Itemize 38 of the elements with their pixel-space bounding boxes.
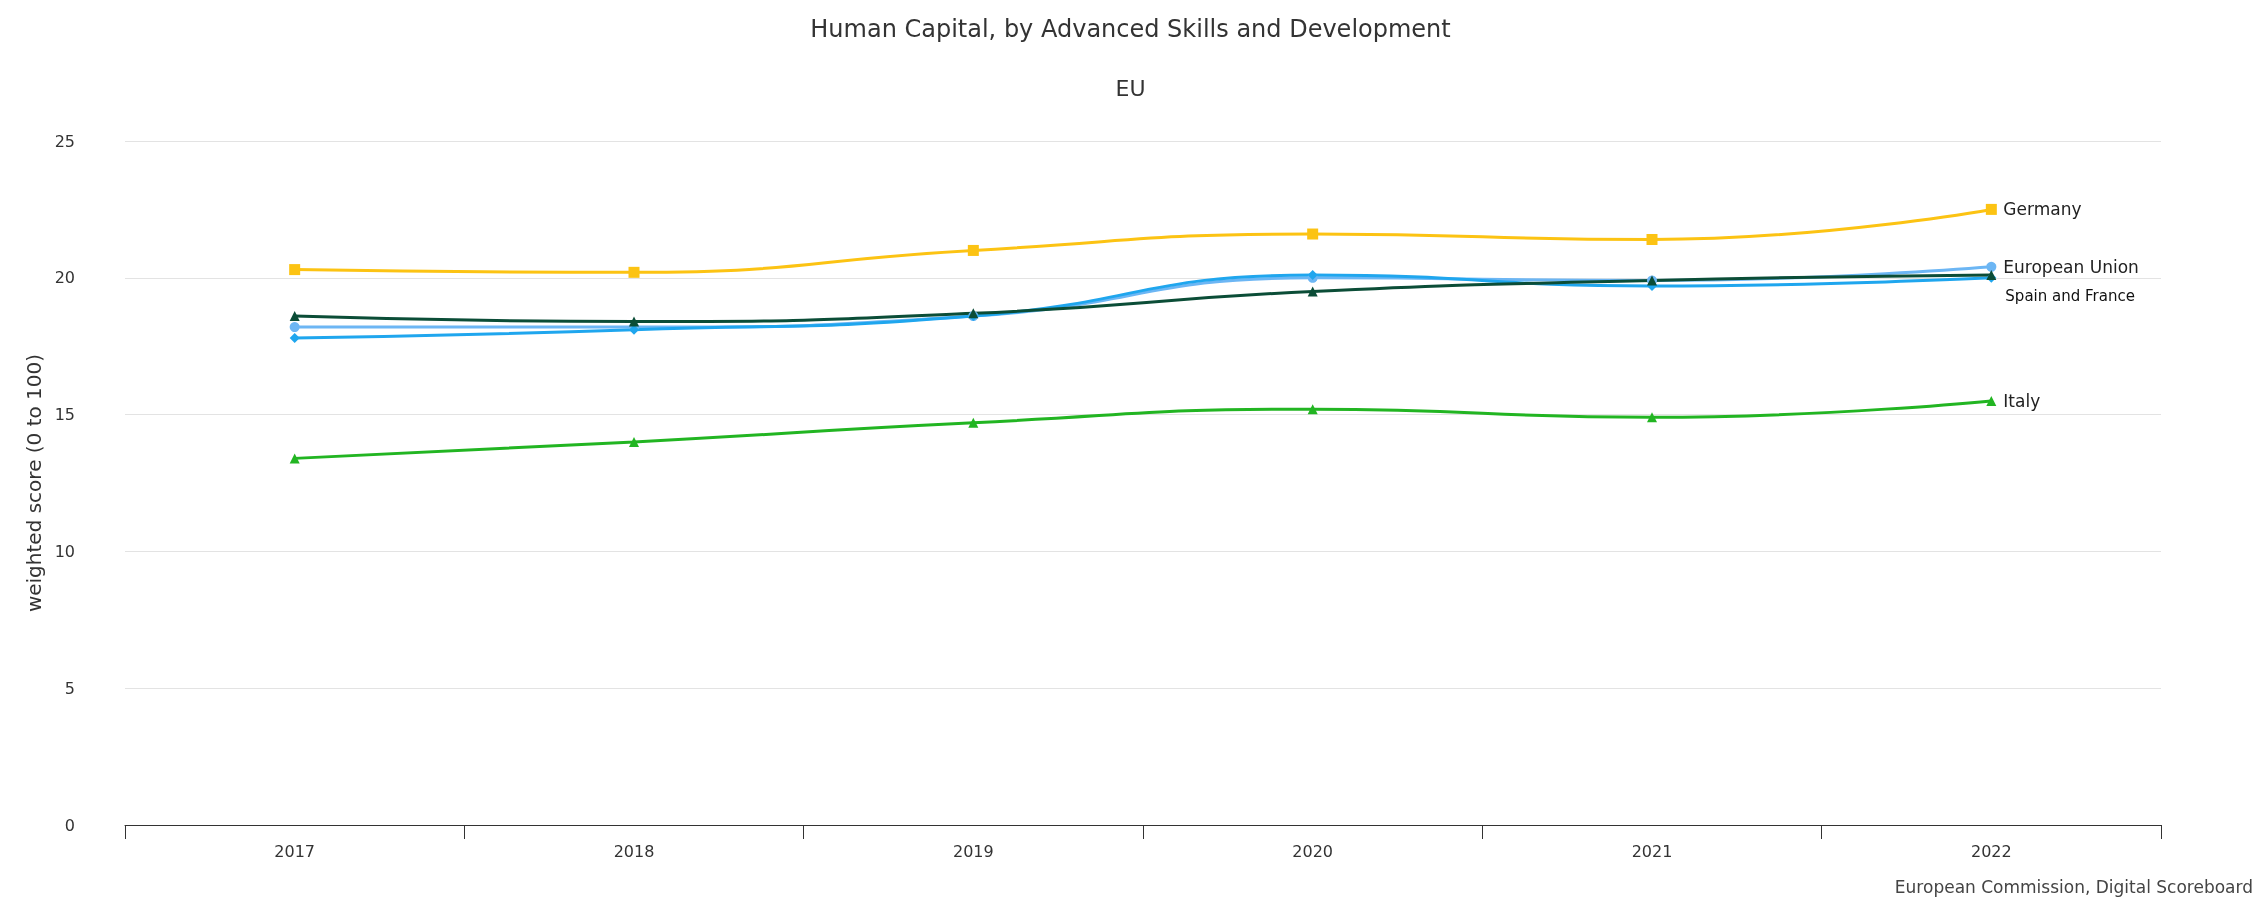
x-tick-label: 2022 — [1970, 841, 2012, 861]
point — [1986, 395, 1997, 406]
series-label: Italy — [2003, 390, 2041, 411]
y-tick-label: 20 — [54, 268, 75, 288]
point — [1307, 228, 1319, 240]
point — [289, 322, 300, 333]
y-tick-label: 15 — [54, 405, 75, 425]
point — [629, 316, 639, 327]
point — [1646, 234, 1658, 245]
chart-subtitle: EU — [1115, 75, 1146, 101]
point — [289, 311, 300, 322]
y-tick-label: 0 — [64, 815, 75, 835]
text: European Commission, Digital Scoreboard — [1894, 876, 2253, 897]
x-tick-label: 2017 — [274, 841, 316, 861]
point — [289, 332, 300, 343]
annotation: Spain and France — [2005, 286, 2135, 305]
y-tick-label: 25 — [54, 131, 75, 151]
chart-title: Human Capital, by Advanced Skills and Development — [810, 15, 1451, 43]
point — [967, 244, 979, 256]
series-label: European Union — [2003, 256, 2139, 277]
x-tick-label: 2018 — [613, 841, 655, 861]
point — [1647, 412, 1657, 423]
y-axis-title: weighted score (0 to 100) — [21, 353, 46, 613]
point — [629, 436, 639, 447]
point — [1986, 261, 1997, 272]
point — [289, 264, 301, 276]
x-tick-label: 2020 — [1292, 841, 1334, 861]
y-tick-label: 10 — [54, 541, 75, 561]
x-tick-label: 2019 — [952, 841, 994, 861]
series-label: Germany — [2003, 199, 2082, 220]
x-tick-label: 2021 — [1631, 841, 1673, 861]
point — [1307, 404, 1318, 415]
point — [968, 417, 979, 428]
point — [289, 453, 300, 464]
point — [1307, 286, 1318, 297]
point — [1985, 203, 1997, 215]
y-tick-label: 5 — [64, 678, 75, 698]
point — [628, 266, 640, 278]
